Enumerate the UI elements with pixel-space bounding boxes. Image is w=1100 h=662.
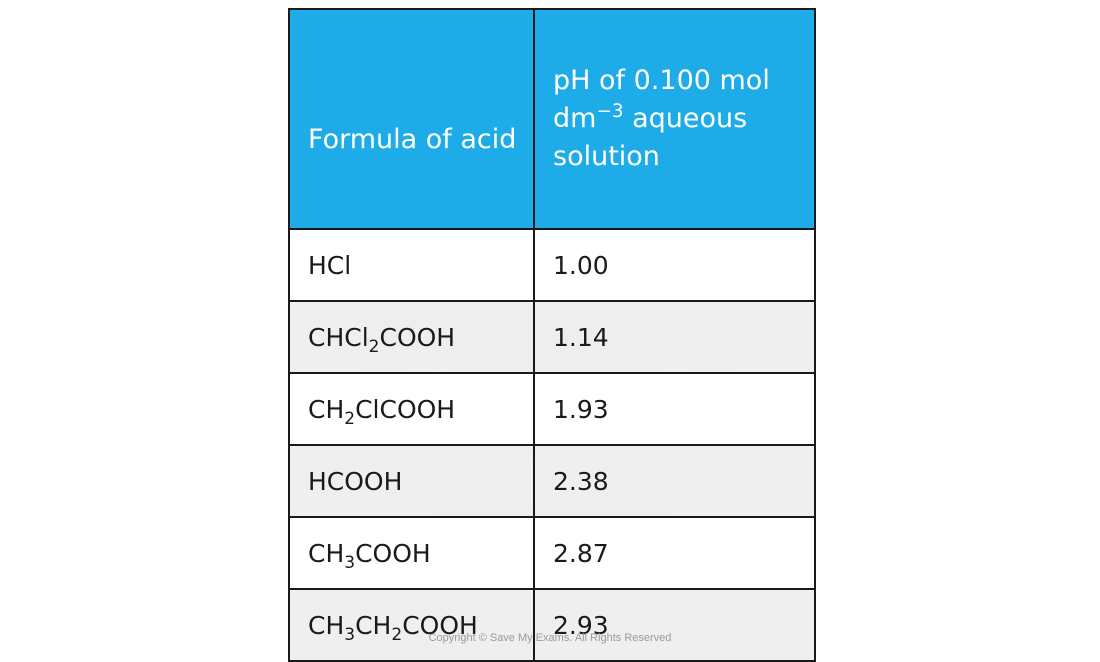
formula-text: CH3CH2COOH [308, 610, 478, 644]
ph-cell: 1.93 [533, 372, 816, 446]
formula-text: CH3COOH [308, 538, 431, 572]
header-ph-solution: pH of 0.100 mol dm−3 aqueous solution [533, 8, 816, 230]
formula-subscript: 2 [344, 408, 356, 429]
table-row: CH3COOH 2.87 [288, 516, 816, 590]
ph-cell: 2.93 [533, 588, 816, 662]
formula-subscript: 3 [344, 624, 356, 645]
formula-cell: HCOOH [288, 444, 535, 518]
header-formula-of-acid: Formula of acid [288, 8, 535, 230]
formula-segment: HCl [308, 250, 352, 280]
formula-text: CHCl2COOH [308, 322, 456, 356]
formula-cell: CHCl2COOH [288, 300, 535, 374]
ph-cell: 1.14 [533, 300, 816, 374]
formula-subscript: 2 [391, 624, 403, 645]
formula-cell: CH3CH2COOH [288, 588, 535, 662]
table-header-row: Formula of acid pH of 0.100 mol dm−3 aqu… [288, 8, 816, 230]
formula-text: HCl [308, 251, 351, 280]
table-body: HCl 1.00 CHCl2COOH 1.14 CH2ClCOOH 1.93 H… [288, 228, 816, 662]
formula-text: CH2ClCOOH [308, 394, 456, 428]
formula-segment: CHCl [308, 322, 369, 352]
formula-segment: ClCOOH [355, 394, 456, 424]
formula-cell: HCl [288, 228, 535, 302]
table-row: CH3CH2COOH 2.93 [288, 588, 816, 662]
copyright-notice: Copyright © Save My Exams. All Rights Re… [428, 632, 672, 644]
formula-segment: CH [308, 394, 345, 424]
table-row: CH2ClCOOH 1.93 [288, 372, 816, 446]
formula-subscript: 2 [368, 336, 380, 357]
table-row: HCOOH 2.38 [288, 444, 816, 518]
ph-cell: 2.38 [533, 444, 816, 518]
table-row: HCl 1.00 [288, 228, 816, 302]
formula-cell: CH3COOH [288, 516, 535, 590]
header-ph-suffix: aqueous solution [553, 103, 748, 172]
formula-segment: COOH [355, 538, 431, 568]
header-formula-label: Formula of acid [308, 124, 517, 155]
formula-cell: CH2ClCOOH [288, 372, 535, 446]
formula-subscript: 3 [344, 552, 356, 573]
table-row: CHCl2COOH 1.14 [288, 300, 816, 374]
formula-segment: CH [355, 610, 392, 640]
formula-segment: CH [308, 538, 345, 568]
formula-segment: COOH [379, 322, 456, 352]
header-ph-prefix: pH of 0.100 mol dm [553, 65, 770, 134]
ph-cell: 1.00 [533, 228, 816, 302]
formula-text: HCOOH [308, 467, 402, 496]
formula-segment: HCOOH [308, 466, 403, 496]
header-ph-superscript: −3 [596, 101, 624, 122]
formula-segment: COOH [402, 610, 478, 640]
acid-ph-table: Formula of acid pH of 0.100 mol dm−3 aqu… [288, 8, 816, 662]
formula-segment: CH [308, 610, 345, 640]
ph-cell: 2.87 [533, 516, 816, 590]
